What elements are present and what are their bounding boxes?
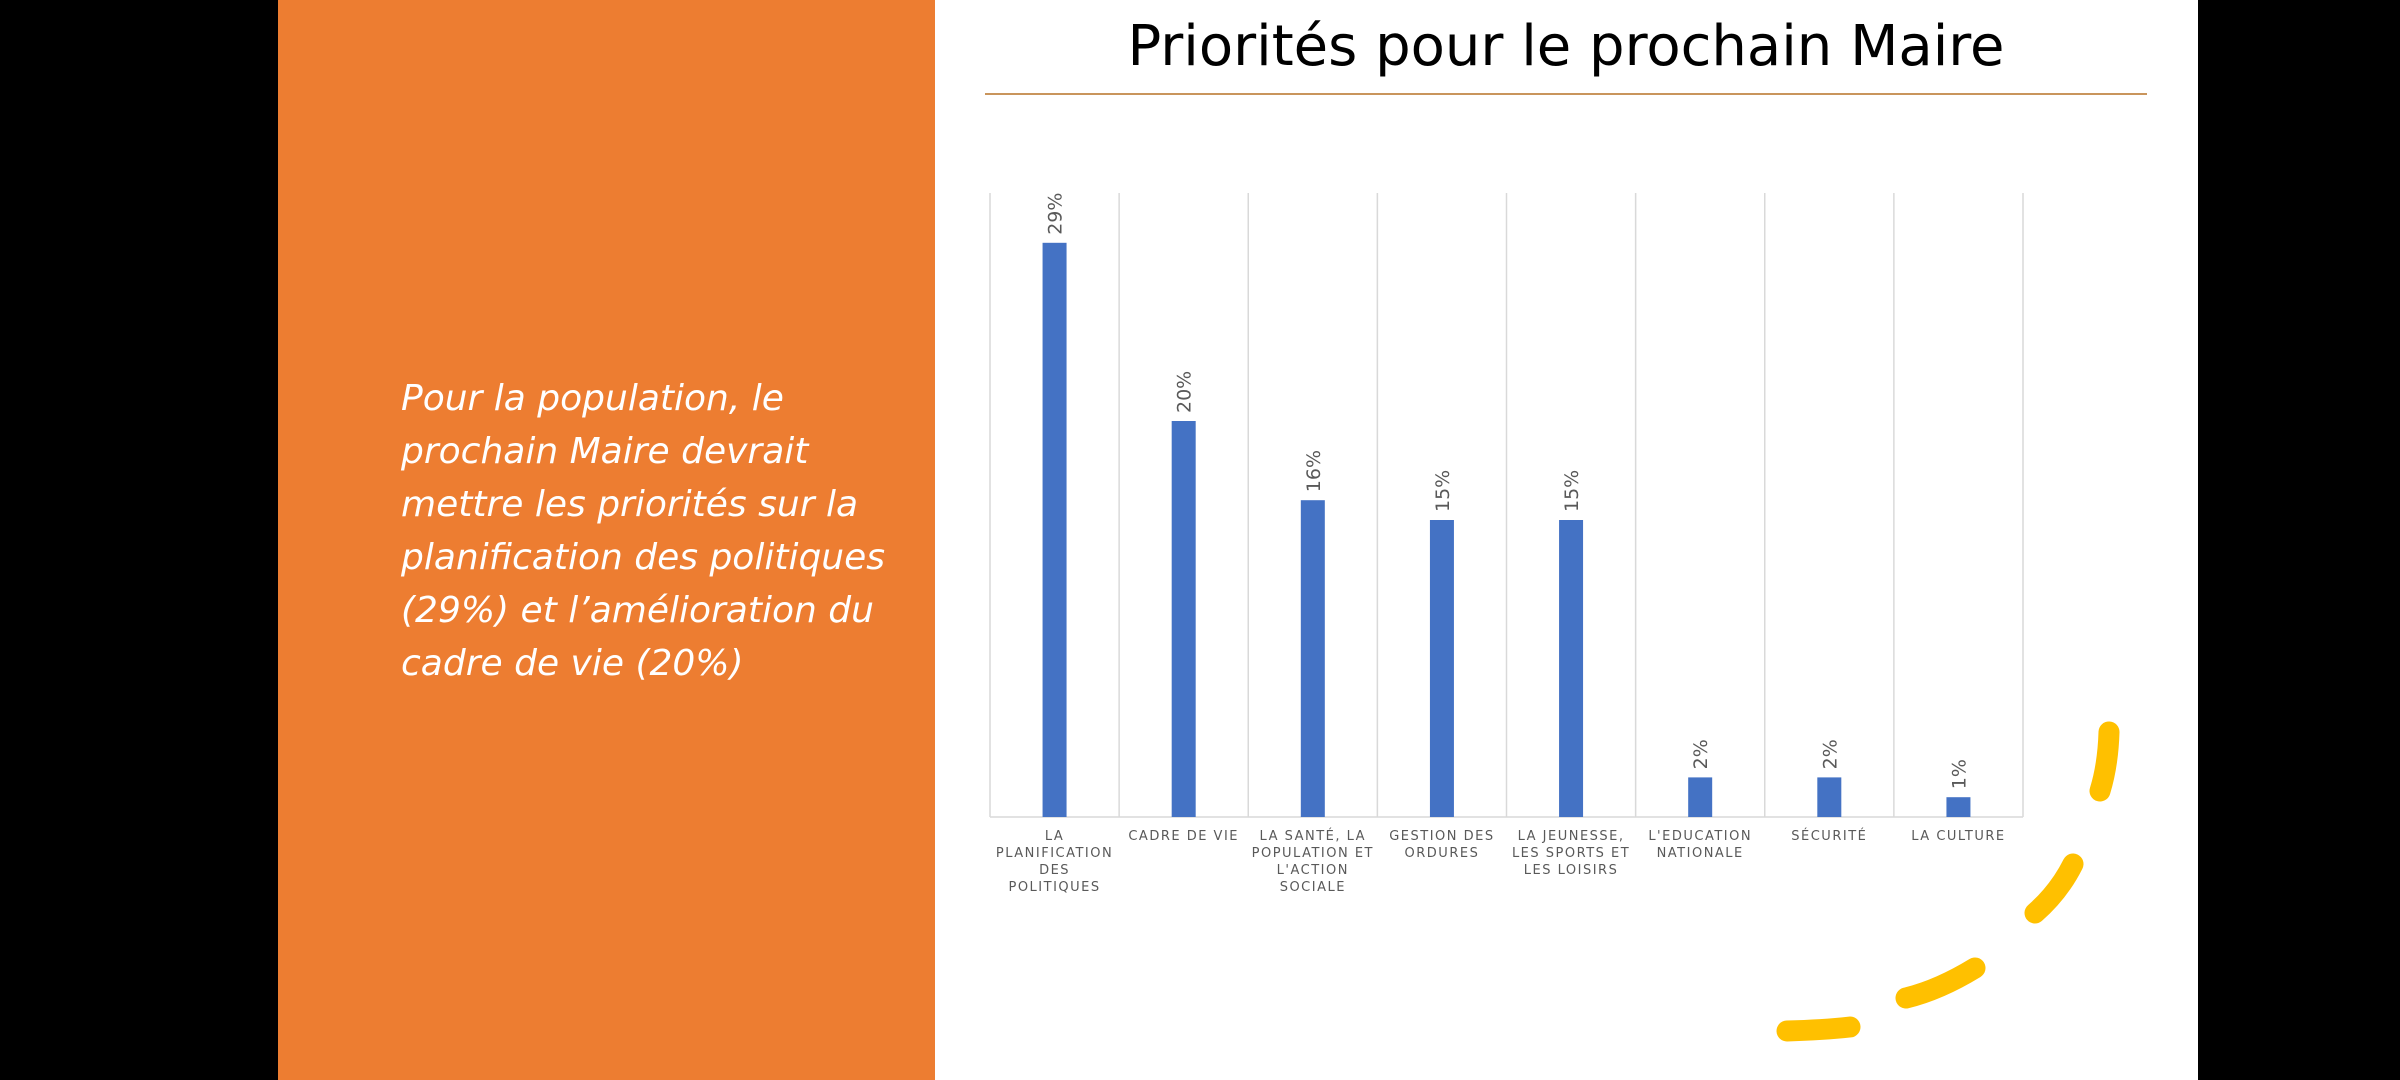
chart-gridlines [989,193,2024,818]
category-label: SÉCURITÉ [1791,829,1868,844]
category-label: LA JEUNESSE, LES SPORTS ET LES LOISIRS [1511,829,1631,878]
chart-value-labels: 29% 20% 16% 15% 15% 2% 2% 1% [1045,193,1971,790]
slide-title: Priorités pour le prochain Maire [1127,14,2005,79]
data-label: 20% [1174,371,1196,413]
category-label: LA PLANIFICATION DES POLITIQUES [995,829,1114,895]
left-accent-panel: Pour la population, le prochain Maire de… [278,0,935,1080]
decorative-dash [1776,1016,1861,1042]
data-label: 16% [1303,450,1325,492]
bar [1688,777,1713,817]
bar [1946,797,1971,817]
data-label: 2% [1819,739,1841,769]
data-label: 2% [1690,739,1712,769]
data-label: 1% [1948,759,1970,789]
data-label: 29% [1045,193,1067,235]
bar [1817,777,1842,817]
bar [1559,520,1584,817]
decorative-dash [2089,721,2120,802]
chart-bars [1042,242,1971,818]
summary-text: Pour la population, le prochain Maire de… [401,378,886,684]
bar [1429,520,1454,817]
category-label: GESTION DES ORDURES [1389,829,1495,861]
title-underline [985,93,2147,95]
category-label: CADRE DE VIE [1128,829,1240,844]
decorative-dashed-arc [1776,721,2120,1042]
decorative-dash [2024,853,2084,924]
category-label: LA CULTURE [1911,829,2006,844]
data-label: 15% [1432,470,1454,512]
data-label: 15% [1561,470,1583,512]
bar-chart: 29% 20% 16% 15% 15% 2% 2% 1% [989,193,2120,1042]
decorative-dash [1895,957,1986,1009]
bar [1042,242,1067,818]
bar [1300,500,1325,817]
bar [1171,421,1196,817]
category-label: LA SANTÉ, LA POPULATION ET L'ACTION SOCI… [1251,829,1374,895]
category-label: L'EDUCATION NATIONALE [1648,829,1753,861]
slide: Pour la population, le prochain Maire de… [278,0,2198,1080]
